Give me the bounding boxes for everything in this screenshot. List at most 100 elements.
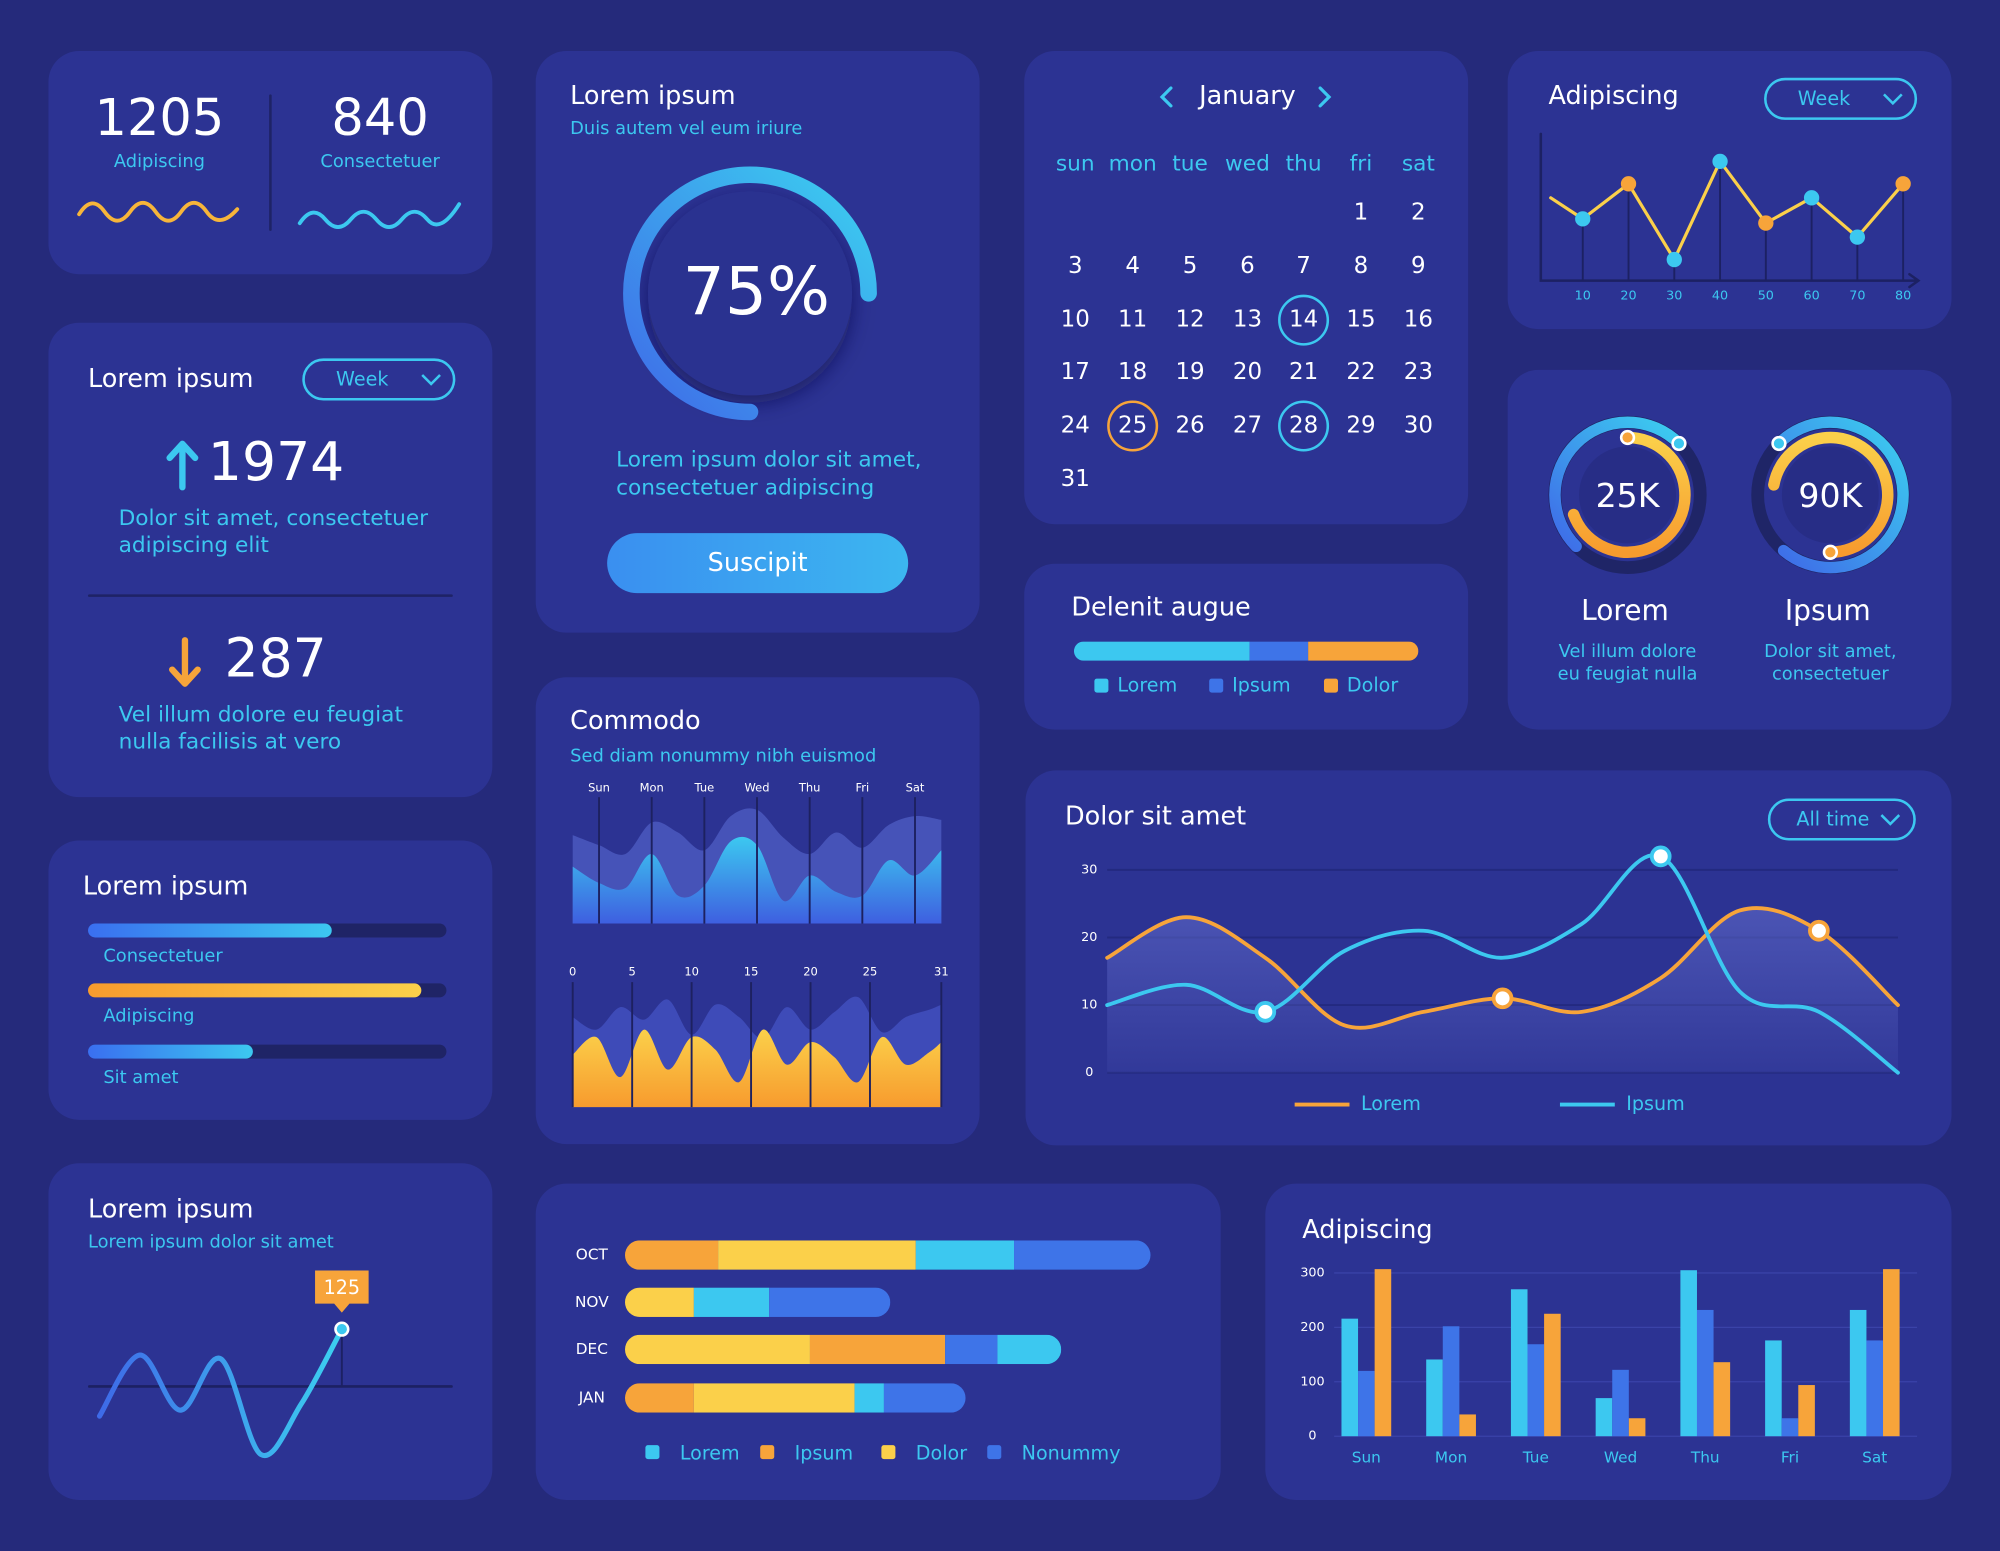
dropdown-label[interactable]: Week [1798,87,1851,110]
card-title: Lorem ipsum [83,872,248,902]
bar-segment [1249,641,1309,661]
point [1849,229,1866,245]
gauge-face [647,191,853,396]
y-tick-label: 0 [1085,1065,1093,1080]
bar [1781,1418,1799,1437]
bar [1442,1326,1460,1437]
body-text: consectetuer adipiscing [616,476,874,501]
bar [1849,1309,1867,1437]
bar-segment [718,1240,916,1270]
dropdown[interactable]: Week [302,358,456,401]
button-label[interactable]: Suscipit [708,548,808,578]
calendar-day: 2 [1411,200,1426,226]
point [1491,987,1514,1010]
calendar-day: 24 [1061,413,1090,439]
x-tick-label: 50 [1758,288,1774,303]
x-tick-label: Mon [1435,1448,1467,1466]
dropdown-box[interactable] [1764,77,1918,120]
bar [1680,1270,1697,1437]
ring-text: eu feugiat nulla [1558,664,1698,685]
weekday-label: tue [1172,152,1208,177]
button-box[interactable] [607,533,909,594]
bar [1765,1340,1782,1437]
x-tick-label: 31 [934,964,949,978]
dropdown[interactable]: All time [1767,798,1916,841]
ring-name: Lorem [1581,594,1669,627]
calendar-day: 25 [1118,413,1147,439]
point [1575,211,1591,227]
line [1105,853,1900,1075]
bar [1374,1269,1392,1437]
point [1620,176,1637,192]
legend-label: Ipsum [1626,1092,1685,1115]
card-title: Lorem ipsum [88,364,253,394]
legend-swatch [1094,678,1109,693]
button[interactable]: Suscipit [607,533,909,594]
prev-month[interactable] [1159,86,1173,108]
ring-dot [1771,435,1787,452]
card-subtitle: Sed diam nonummy nibh euismod [570,745,876,766]
chevron[interactable] [1883,93,1903,106]
dropdown[interactable]: Week [1764,77,1918,120]
bar [1628,1418,1646,1437]
trend-text: nulla facilisis at vero [119,729,342,754]
chevron[interactable] [1880,814,1901,826]
y-tick-label: DEC [576,1340,608,1358]
legend-label: Lorem [680,1442,740,1465]
dropdown-box[interactable] [1767,798,1916,841]
x-tick-label: Sat [1862,1448,1887,1466]
dropdown-label[interactable]: Week [336,368,389,391]
calendar-day: 13 [1233,307,1262,333]
trend-value: 287 [224,627,326,690]
calendar-day: 22 [1346,359,1375,385]
weekday-label: wed [1225,152,1270,177]
stat-label: Consectetuer [320,151,440,172]
bar-segment [625,1240,719,1270]
calendar-day: 17 [1061,359,1090,385]
next-month[interactable] [1318,86,1332,108]
card-subtitle: Duis autem vel eum iriure [570,118,802,139]
point [1254,1001,1277,1023]
weekday-label: sun [1056,152,1095,177]
calendar-day: 28 [1289,413,1318,439]
bar [1527,1344,1545,1437]
calendar-day: 19 [1175,359,1204,385]
calendar-day: 4 [1125,253,1140,279]
bar-segment [1073,641,1250,661]
chevron[interactable] [421,374,441,386]
bar [1459,1414,1476,1437]
x-tick-label: 20 [803,964,818,978]
x-tick-label: Thu [1690,1448,1720,1466]
y-tick-label: JAN [578,1388,605,1406]
card-title: Adipiscing [1548,81,1678,111]
bar-label: Consectetuer [103,946,223,967]
y-tick-label: 100 [1300,1374,1324,1389]
dropdown-box[interactable] [302,358,456,401]
x-tick-label: 30 [1666,288,1682,303]
card-subtitle: Lorem ipsum dolor sit amet [88,1231,334,1252]
x-tick-label: Tue [1522,1448,1549,1466]
day-highlight [1278,294,1330,346]
decorations [77,86,1921,1388]
bar-segment [625,1334,810,1365]
ring-dot [1822,544,1839,560]
calendar-day: 8 [1354,253,1369,279]
day-highlight [1278,400,1330,452]
ring-name: Ipsum [1785,594,1871,627]
y-tick-label: NOV [575,1293,609,1311]
weekday-label: mon [1109,152,1157,177]
legend-label: Dolor [1347,674,1398,697]
legend-label: Lorem [1361,1092,1421,1115]
ring-dot [1619,429,1636,446]
trend-text: Dolor sit amet, consectetuer [119,506,429,531]
trend-text: Vel illum dolore eu feugiat [119,703,403,728]
card [1024,51,1469,525]
body-text: Lorem ipsum dolor sit amet, [616,447,921,472]
calendar-day: 6 [1240,253,1255,279]
y-tick-label: 0 [1308,1429,1316,1444]
dropdown-label[interactable]: All time [1796,808,1869,831]
trend-arrow [166,440,199,491]
x-tick-label: 15 [744,964,759,978]
ring-face [1579,446,1677,544]
